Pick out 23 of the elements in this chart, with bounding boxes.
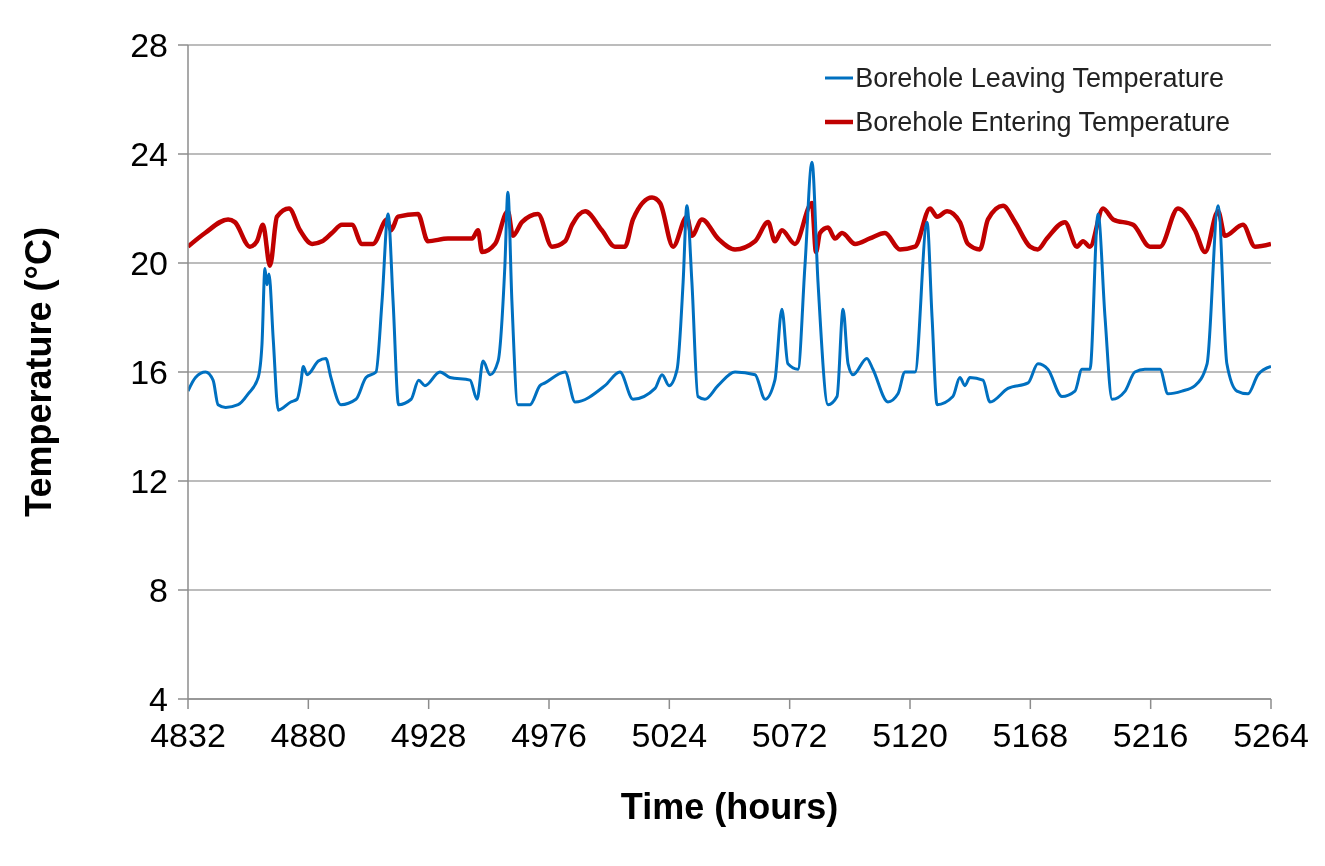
x-tick-label: 4928 bbox=[390, 716, 467, 755]
y-tick-label: 12 bbox=[130, 462, 168, 501]
x-tick-label: 4832 bbox=[150, 716, 226, 755]
x-axis-title: Time (hours) bbox=[620, 786, 839, 827]
y-tick-label: 16 bbox=[130, 353, 168, 392]
y-tick-label: 4 bbox=[149, 680, 168, 719]
y-axis-title: Temperature (°C) bbox=[17, 227, 59, 517]
y-tick-label: 8 bbox=[149, 571, 168, 610]
y-tick-label: 28 bbox=[130, 26, 168, 65]
x-tick-label: 4880 bbox=[270, 716, 347, 755]
x-tick-label: 5024 bbox=[631, 716, 708, 755]
line-series bbox=[188, 160, 1271, 412]
y-tick-label: 20 bbox=[130, 244, 168, 283]
y-tick-label: 24 bbox=[130, 135, 168, 174]
x-tick-label: 4976 bbox=[511, 716, 587, 755]
x-tick-label: 5120 bbox=[872, 716, 948, 755]
legend-label: Borehole Leaving Temperature bbox=[855, 62, 1225, 95]
legend-label: Borehole Entering Temperature bbox=[855, 106, 1230, 139]
x-tick-label: 5168 bbox=[992, 716, 1069, 755]
x-tick-label: 5264 bbox=[1233, 716, 1309, 755]
line-series bbox=[188, 195, 1271, 268]
x-tick-label: 5072 bbox=[751, 716, 828, 755]
x-tick-label: 5216 bbox=[1112, 716, 1189, 755]
